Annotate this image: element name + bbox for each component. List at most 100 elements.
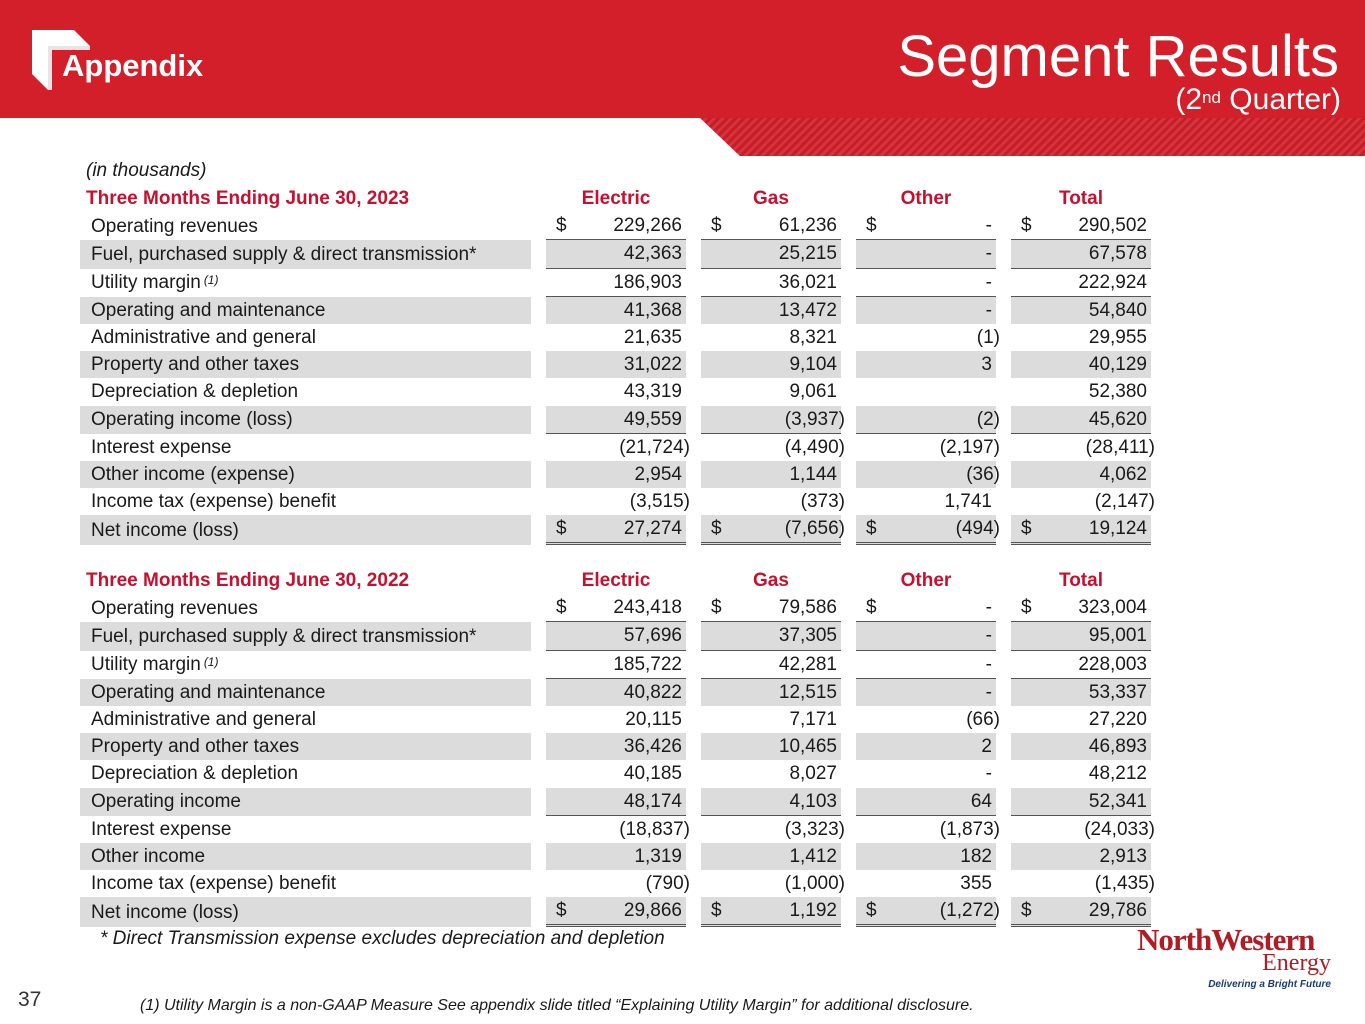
value-cell: (66) — [856, 706, 1000, 733]
row-label-text: Operating and maintenance — [91, 681, 326, 703]
row-label-text: Interest expense — [91, 818, 232, 840]
cell-value: (1,435) — [1094, 873, 1155, 895]
value-cell: $ (1,272) — [856, 897, 1000, 928]
row-label-text: Other income (expense) — [91, 463, 295, 485]
value-cell: 42,281 — [701, 651, 841, 679]
value-cell: $ - — [856, 594, 996, 623]
cell-value: (1,000) — [784, 873, 845, 895]
table-row: Income tax (expense) benefit (3,515) (373)… — [80, 488, 1155, 515]
cell-value: 57,696 — [623, 625, 682, 647]
value-cell: (24,033) — [1011, 816, 1155, 843]
row-label: Administrative and general — [80, 324, 531, 351]
cell-value: 40,129 — [1088, 354, 1147, 376]
cell-value: 37,305 — [778, 625, 837, 647]
page-number: 37 — [18, 988, 42, 1011]
value-cell: $ (494) — [856, 515, 1000, 546]
value-cell: 42,363 — [546, 240, 686, 269]
value-cell — [856, 378, 996, 405]
table-row: Operating income 48,174 4,103 64 52,341 — [80, 787, 1151, 816]
currency-symbol: $ — [556, 215, 567, 237]
value-cell: $ (7,656) — [701, 515, 845, 546]
value-cell: 40,185 — [546, 760, 686, 787]
cell-value: 186,903 — [613, 271, 682, 293]
currency-symbol: $ — [1021, 597, 1032, 619]
cell-value: 95,001 — [1088, 625, 1147, 647]
table-header-row: Three Months Ending June 30, 2022 Electri… — [80, 567, 1151, 594]
cell-value: (373) — [800, 491, 845, 513]
currency-symbol: $ — [1021, 518, 1032, 540]
currency-symbol: $ — [866, 518, 877, 540]
table-row: Property and other taxes 36,426 10,465 2 46,… — [80, 733, 1151, 761]
row-label: Depreciation & depletion — [80, 378, 531, 405]
row-label: Income tax (expense) benefit — [80, 870, 531, 897]
row-label-text: Utility margin — [91, 654, 201, 676]
cell-value: 36,426 — [623, 736, 682, 758]
value-cell: (1,000) — [701, 870, 845, 897]
cell-value: 52,380 — [1088, 381, 1147, 403]
cell-value: 48,174 — [623, 790, 682, 812]
table-row: Fuel, purchased supply & direct transmis… — [80, 240, 1151, 269]
row-label-text: Income tax (expense) benefit — [91, 873, 337, 895]
table-row: Utility margin (1) 185,722 42,281 - 228,003 — [80, 651, 1151, 679]
row-label-text: Administrative and general — [91, 327, 316, 349]
row-label: Operating revenues — [80, 594, 531, 622]
value-cell: 20,115 — [546, 706, 686, 733]
value-cell: 37,305 — [701, 622, 841, 651]
value-cell: - — [856, 240, 996, 269]
cell-value: 1,144 — [789, 463, 837, 485]
cell-value: (7,656) — [784, 518, 845, 540]
table-row: Depreciation & depletion 43,319 9,061 52,38… — [80, 378, 1151, 405]
value-cell: 8,321 — [701, 324, 841, 351]
footnote-ref: (1) — [203, 273, 219, 288]
cell-value: 182 — [960, 845, 992, 867]
table-row: Operating and maintenance 40,822 12,515 - 53… — [80, 678, 1151, 706]
value-cell: 1,144 — [701, 460, 841, 489]
row-label: Operating income — [80, 787, 531, 816]
value-cell: 185,722 — [546, 651, 686, 679]
corner-logo-icon — [32, 30, 90, 90]
cell-value: 40,822 — [623, 681, 682, 703]
logo-name: NorthWestern — [1137, 922, 1315, 957]
value-cell: 29,955 — [1011, 324, 1151, 351]
value-cell: $27,274 — [546, 515, 686, 546]
value-cell: 54,840 — [1011, 296, 1151, 324]
table-row: Depreciation & depletion 40,185 8,027 - 48,2… — [80, 760, 1151, 787]
cell-value: 36,021 — [778, 271, 837, 293]
cell-value: - — [985, 653, 992, 675]
cell-value: 1,741 — [944, 491, 992, 513]
section-label: Appendix — [62, 48, 204, 83]
cell-value: 21,635 — [623, 327, 682, 349]
row-label: Operating and maintenance — [80, 296, 531, 324]
cell-value: 290,502 — [1078, 215, 1147, 237]
cell-value: 8,027 — [789, 763, 837, 785]
cell-value: 323,004 — [1078, 597, 1147, 619]
cell-value: 53,337 — [1088, 681, 1147, 703]
row-label: Administrative and general — [80, 706, 531, 733]
value-cell: 7,171 — [701, 706, 841, 733]
value-cell: - — [856, 622, 996, 651]
currency-symbol: $ — [711, 900, 722, 922]
value-cell: 222,924 — [1011, 269, 1151, 297]
cell-value: 61,236 — [778, 215, 837, 237]
cell-value: 20,115 — [625, 709, 682, 731]
table-row: Administrative and general 20,115 7,171 (66… — [80, 706, 1151, 733]
cell-value: 222,924 — [1078, 271, 1147, 293]
value-cell: 52,341 — [1011, 787, 1151, 816]
value-cell: 1,412 — [701, 842, 841, 871]
row-label-text: Operating revenues — [91, 597, 258, 619]
cell-value: 31,022 — [623, 354, 682, 376]
currency-symbol: $ — [556, 900, 567, 922]
column-header: Electric — [581, 188, 651, 210]
currency-symbol: $ — [556, 518, 567, 540]
row-label-text: Property and other taxes — [91, 354, 300, 376]
row-label-text: Interest expense — [91, 436, 232, 458]
row-label-text: Fuel, purchased supply & direct transmis… — [91, 625, 477, 647]
cell-value: - — [985, 681, 992, 703]
row-label-text: Fuel, purchased supply & direct transmis… — [91, 243, 477, 265]
row-label: Depreciation & depletion — [80, 760, 531, 787]
value-cell: $79,586 — [701, 594, 841, 623]
cell-value: 29,786 — [1088, 900, 1147, 922]
cell-value: 228,003 — [1078, 653, 1147, 675]
cell-value: 10,465 — [778, 736, 837, 758]
page-title: Segment Results — [897, 24, 1339, 89]
